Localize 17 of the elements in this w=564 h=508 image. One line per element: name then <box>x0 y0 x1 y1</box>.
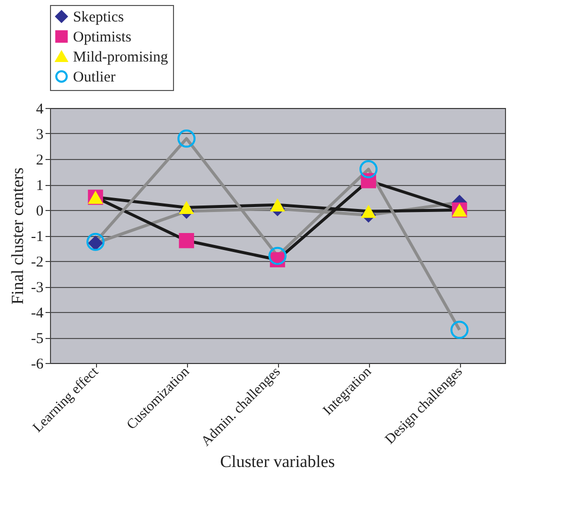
y-tick-label: -6 <box>31 356 44 372</box>
y-tick-label: 4 <box>36 102 44 118</box>
legend-label: Outlier <box>73 70 116 86</box>
y-tick-label: -5 <box>31 331 44 347</box>
y-tick-label: -3 <box>31 280 44 296</box>
legend-label: Skeptics <box>73 10 124 26</box>
y-axis-title: Final cluster centers <box>8 168 28 304</box>
y-tick-label: 0 <box>36 204 44 220</box>
y-tick-label: -4 <box>31 306 44 322</box>
y-tick-label: 3 <box>36 127 44 143</box>
y-tick-label: 1 <box>36 178 44 194</box>
legend-label: Optimists <box>73 30 132 46</box>
y-tick-label: 2 <box>36 152 44 168</box>
y-tick-label: -2 <box>31 254 44 270</box>
x-axis-title: Cluster variables <box>220 452 335 472</box>
legend-label: Mild-promising <box>73 50 168 66</box>
y-tick-label: -1 <box>31 229 44 245</box>
